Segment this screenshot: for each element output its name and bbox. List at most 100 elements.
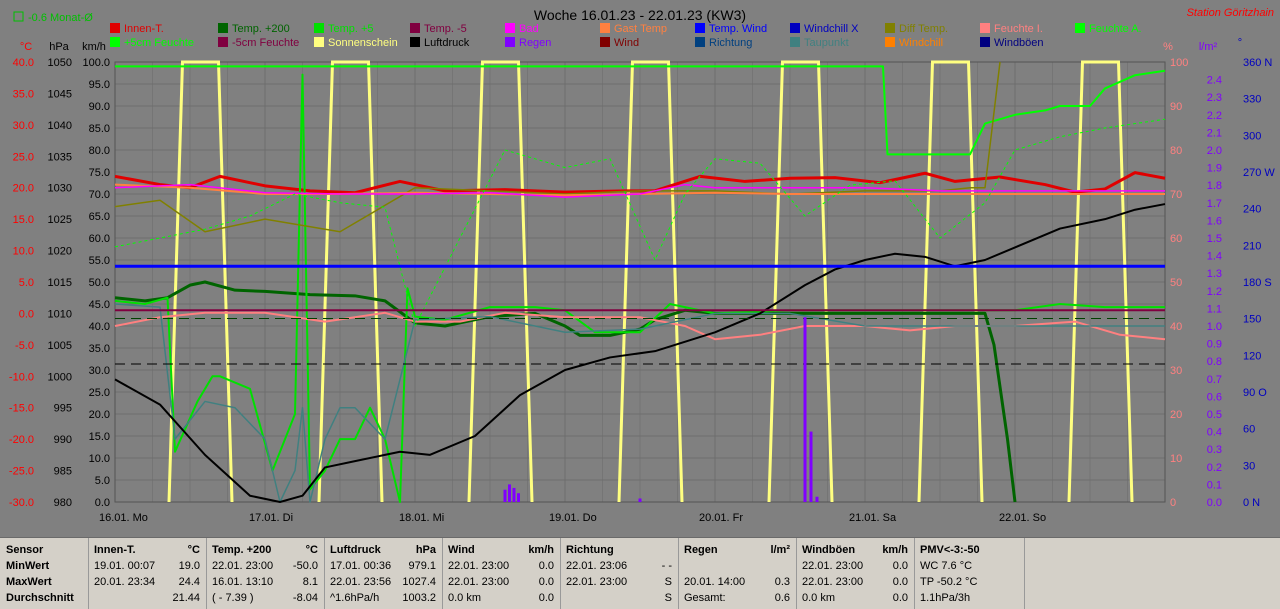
humidity-tick-7: 30 — [1170, 365, 1182, 377]
legend-label-12: -5cm Feuchte — [232, 37, 299, 49]
legend-swatch-20 — [980, 37, 990, 47]
stats-column-2: Temp. +200 °C 22.01. 23:00 16.01. 13:10 ( - … — [206, 538, 325, 609]
rain-tick-1: 2.3 — [1207, 92, 1222, 104]
legend-label-11: +5cm Feuchte — [124, 37, 194, 49]
temp-tick-13: -25.0 — [9, 466, 34, 478]
humidity-tick-1: 90 — [1170, 101, 1182, 113]
stats-cell: 1003.2 — [402, 592, 436, 604]
rain-tick-10: 1.4 — [1207, 251, 1222, 263]
legend-swatch-13 — [314, 37, 324, 47]
direction-tick-0: 360 N — [1243, 57, 1272, 69]
day-label-0: 16.01. Mo — [99, 512, 148, 524]
rain-tick-8: 1.6 — [1207, 215, 1222, 227]
series-4 — [115, 65, 1166, 156]
pressure-tick-7: 1015 — [48, 277, 72, 289]
axis-rain-unit: l/m² — [1199, 41, 1218, 53]
speed-tick-4: 80.0 — [89, 145, 110, 157]
legend-swatch-5 — [600, 23, 610, 33]
legend-label-9: Feuchte I. — [994, 23, 1043, 35]
stats-cell: 20.01. 23:34 — [94, 576, 156, 588]
sunshine-day-1 — [317, 60, 384, 503]
stats-cell: °C — [187, 544, 200, 556]
stats-cell: TP -50.2 °C — [920, 576, 978, 588]
stats-column-1: Innen-T. °C 19.01. 00:07 20.01. 23:34 19.0 24… — [88, 538, 207, 609]
speed-tick-2: 90.0 — [89, 101, 110, 113]
rain-tick-3: 2.1 — [1207, 127, 1222, 139]
stats-cell: MinWert — [6, 560, 50, 572]
stats-column-8: PMV<-3:-50 WC 7.6 °C TP -50.2 °C 1.1hPa/3h — [914, 538, 1025, 609]
humidity-tick-6: 40 — [1170, 321, 1182, 333]
pressure-tick-10: 1000 — [48, 371, 72, 383]
stats-cell: 20.01. 14:00 — [684, 576, 746, 588]
pressure-tick-13: 985 — [54, 466, 72, 478]
temp-tick-6: 10.0 — [13, 246, 34, 258]
stats-column-3: Luftdruck hPa 17.01. 00:36 22.01. 23:56 ^1.6… — [324, 538, 443, 609]
direction-tick-8: 120 — [1243, 350, 1261, 362]
rain-tick-16: 0.8 — [1207, 356, 1222, 368]
data-series — [114, 61, 1166, 503]
stats-cell: 19.0 — [178, 560, 200, 572]
axes: °C hPa km/h% l/m² ° 40.0 35.0 30.0 25.0 20.0 15.0 1… — [9, 37, 1275, 524]
temp-tick-8: 0.0 — [19, 308, 34, 320]
series-5 — [114, 303, 1165, 503]
stats-cell: Gesamt: — [684, 592, 726, 604]
legend-label-2: Temp. +5 — [328, 23, 374, 35]
stats-cell: 0.0 km — [802, 592, 836, 604]
legend: Innen-T. Temp. +200 Temp. +5 Temp. -5 Bad Gas… — [110, 23, 1142, 49]
humidity-tick-10: 0 — [1170, 497, 1176, 509]
pressure-tick-4: 1030 — [48, 183, 72, 195]
direction-tick-6: 180 S — [1243, 277, 1272, 289]
stats-cell: Temp. +200 — [212, 544, 272, 556]
temp-tick-3: 25.0 — [13, 151, 34, 163]
rain-tick-22: 0.2 — [1207, 462, 1222, 474]
stats-cell: Windböen — [802, 544, 856, 556]
direction-tick-1: 330 — [1243, 94, 1261, 106]
legend-swatch-6 — [695, 23, 705, 33]
speed-tick-0: 100.0 — [82, 57, 110, 69]
rain-tick-11: 1.3 — [1207, 268, 1222, 280]
day-label-3: 19.01. Do — [549, 512, 597, 524]
station-name: Station Göritzhain — [1187, 7, 1274, 19]
humidity-tick-2: 80 — [1170, 145, 1182, 157]
legend-label-20: Windböen — [994, 37, 1044, 49]
legend-label-16: Wind — [614, 37, 639, 49]
rain-bar-3 — [517, 493, 520, 502]
legend-label-10: Feuchte A. — [1089, 23, 1142, 35]
pressure-tick-5: 1025 — [48, 214, 72, 226]
temp-tick-9: -5.0 — [15, 340, 34, 352]
direction-tick-7: 150 — [1243, 314, 1261, 326]
axis-direction-unit: ° — [1238, 37, 1242, 49]
stats-column-0: Sensor MinWert MaxWert Durchschnitt — [0, 538, 89, 609]
temp-tick-14: -30.0 — [9, 497, 34, 509]
axis-humidity-unit: % — [1163, 41, 1173, 53]
stats-cell: Richtung — [566, 544, 614, 556]
legend-swatch-9 — [980, 23, 990, 33]
axis-speed-unit: km/h — [82, 41, 106, 53]
rain-series — [503, 317, 819, 502]
rain-tick-5: 1.9 — [1207, 163, 1222, 175]
stats-column-6: Regen l/m² 20.01. 14:00 Gesamt: 0.3 0.6 — [678, 538, 797, 609]
day-label-1: 17.01. Di — [249, 512, 293, 524]
temp-tick-12: -20.0 — [9, 434, 34, 446]
day-label-5: 21.01. Sa — [849, 512, 897, 524]
speed-tick-19: 5.0 — [95, 475, 110, 487]
rain-bar-7 — [815, 496, 819, 502]
rain-bar-0 — [503, 489, 507, 502]
stats-cell: Regen — [684, 544, 718, 556]
stats-cell: ( - 7.39 ) — [212, 592, 254, 604]
pressure-tick-14: 980 — [54, 497, 72, 509]
stats-cell: km/h — [882, 544, 908, 556]
stats-cell — [750, 558, 790, 574]
stats-cell: 0.0 — [892, 592, 908, 604]
rain-bar-1 — [508, 484, 511, 502]
stats-cell: Luftdruck — [330, 544, 381, 556]
stats-cell: 0.3 — [774, 576, 790, 588]
speed-tick-15: 25.0 — [89, 387, 110, 399]
stats-cell: 979.1 — [408, 560, 436, 572]
stats-cell: -50.0 — [292, 560, 318, 572]
speed-tick-10: 50.0 — [89, 277, 110, 289]
legend-label-3: Temp. -5 — [424, 23, 467, 35]
stats-cell: -8.04 — [292, 592, 318, 604]
temp-tick-1: 35.0 — [13, 88, 34, 100]
rain-tick-2: 2.2 — [1207, 110, 1222, 122]
